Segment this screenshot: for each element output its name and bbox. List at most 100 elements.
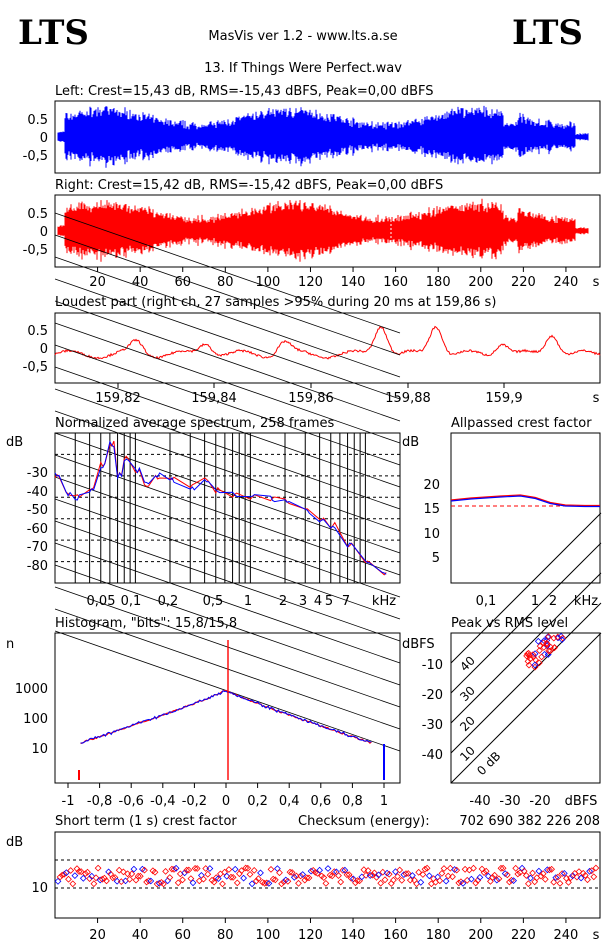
- sc-xtick-6: 140: [341, 928, 366, 943]
- spectrum-title: Normalized average spectrum, 258 frames: [55, 416, 334, 431]
- histogram-x-ticks: -1 -0,8 -0,6 -0,4 -0,2 0 0,2 0,4 0,6 0,8 1: [62, 783, 388, 809]
- loudest-xtick-3: 159,88: [385, 391, 431, 406]
- pr-ytick-2: -30: [422, 718, 443, 733]
- loudest-xtick-4: 159,9: [485, 391, 522, 406]
- hist-ytick-2: 10: [31, 742, 48, 757]
- loudest-ytick-1: 0: [40, 342, 48, 357]
- file-title: 13. If Things Were Perfect.wav: [204, 61, 402, 76]
- spec-ytick-3: -60: [27, 522, 48, 537]
- shortcrest-ylabel: dB: [6, 835, 23, 850]
- pr-xtick-1: -30: [499, 794, 520, 809]
- pr-xtick-2: -20: [529, 794, 550, 809]
- spec-xtick-2: 0,2: [158, 594, 179, 609]
- loudest-xtick-1: 159,84: [191, 391, 237, 406]
- waveform-xtick-4: 100: [255, 275, 280, 290]
- pr-diag-label-1: 30: [457, 683, 478, 704]
- spec-x-unit: kHz: [372, 594, 396, 609]
- sc-xtick-3: 80: [217, 928, 234, 943]
- waveform-x-unit: s: [593, 275, 600, 290]
- allpassed-title: Allpassed crest factor: [451, 416, 592, 431]
- pr-diag-label-2: 20: [457, 713, 478, 734]
- shortcrest-points: [54, 864, 600, 888]
- shortcrest-title: Short term (1 s) crest factor: [55, 814, 237, 829]
- left-title: Left: Crest=15,43 dB, RMS=-15,43 dBFS, P…: [55, 84, 434, 99]
- spec-xtick-9: 7: [342, 594, 350, 609]
- spectrum-panel: dB -30 -40 -50 -60 -70 -80 0,05 0,1 0,2 …: [6, 212, 401, 752]
- waveform-xtick-5: 120: [298, 275, 323, 290]
- app-title: MasVis ver 1.2 - www.lts.a.se: [208, 29, 397, 44]
- pr-x-unit: dBFS: [565, 794, 598, 809]
- left-ytick-1: 0: [40, 131, 48, 146]
- crest-x-unit: kHz: [574, 594, 598, 609]
- waveform-xtick-8: 180: [426, 275, 451, 290]
- pr-diag-label-4: 0 dB: [474, 749, 503, 778]
- loudest-xtick-0: 159,82: [95, 391, 141, 406]
- spec-ytick-5: -80: [27, 559, 48, 574]
- logo-left: LTS: [18, 13, 89, 53]
- sc-xtick-7: 160: [383, 928, 408, 943]
- right-ytick-1: 0: [40, 225, 48, 240]
- crest-xtick-1: 1: [531, 594, 539, 609]
- crest-right-line: [450, 494, 600, 507]
- waveform-x-ticks: 20 40 60 80 100 120 140 160 180 200 220 240: [89, 267, 578, 290]
- pr-xtick-0: -40: [469, 794, 490, 809]
- loudest-xtick-2: 159,86: [288, 391, 334, 406]
- sc-xtick-0: 20: [89, 928, 106, 943]
- waveform-xtick-3: 80: [217, 275, 234, 290]
- loudest-part-panel: 0.5 0 -0,5 159,82 159,84 159,86 159,88 1…: [23, 312, 601, 406]
- crest-left-line: [450, 495, 600, 508]
- pr-ytick-1: -20: [422, 688, 443, 703]
- crest-ytick-2: 10: [423, 527, 440, 542]
- spec-ytick-2: -50: [27, 503, 48, 518]
- hist-ytick-0: 1000: [15, 682, 48, 697]
- hist-xtick-8: 0,6: [310, 794, 331, 809]
- allpassed-panel: dB 20 15 10 5 0,1 1 2 kHz: [402, 432, 601, 609]
- spectrum-ylabel: dB: [6, 435, 23, 450]
- waveform-xtick-2: 60: [174, 275, 191, 290]
- checksum-value: 702 690 382 226 208: [459, 814, 600, 829]
- spec-xtick-1: 0,1: [121, 594, 142, 609]
- waveform-xtick-6: 140: [341, 275, 366, 290]
- checksum-label: Checksum (energy):: [298, 814, 430, 829]
- spec-ytick-0: -30: [27, 466, 48, 481]
- sc-ytick-0: 10: [31, 881, 48, 896]
- waveform-xtick-9: 200: [468, 275, 493, 290]
- hist-xtick-5: 0: [222, 794, 230, 809]
- spec-xtick-0: 0,05: [87, 594, 116, 609]
- right-waveform: [57, 198, 589, 262]
- right-waveform-panel: 0.5 0 -0,5 20 40 60 80 100 120 140 160 180 200 220…: [23, 194, 601, 290]
- sc-xtick-9: 200: [468, 928, 493, 943]
- hist-xtick-9: 0,8: [342, 794, 363, 809]
- loudest-waveform: [54, 325, 601, 360]
- spec-xtick-8: 5: [325, 594, 333, 609]
- spectrum-right-line: [54, 440, 387, 576]
- sc-xtick-4: 100: [255, 928, 280, 943]
- peakrms-points: [523, 632, 567, 671]
- crest-xtick-0: 0,1: [476, 594, 497, 609]
- loudest-x-unit: s: [593, 391, 600, 406]
- left-ytick-0: 0.5: [27, 113, 48, 128]
- spec-xtick-3: 0,5: [203, 594, 224, 609]
- sc-xtick-2: 60: [174, 928, 191, 943]
- shortcrest-x-unit: s: [593, 928, 600, 943]
- loudest-ytick-2: -0,5: [23, 360, 48, 375]
- spec-ytick-1: -40: [27, 485, 48, 500]
- histogram-panel: n 1000 100 10 -1 -0,8 -0,6 -0,4 -0,2 0 0,2 0,4 0…: [6, 632, 401, 809]
- crest-xtick-2: 2: [549, 594, 557, 609]
- hist-xtick-2: -0,6: [119, 794, 144, 809]
- crest-ytick-0: 20: [423, 478, 440, 493]
- histogram-right-line: [80, 689, 372, 745]
- pr-diag-label-3: 10: [457, 743, 478, 764]
- sc-xtick-8: 180: [426, 928, 451, 943]
- pr-ytick-3: -40: [422, 748, 443, 763]
- waveform-xtick-1: 40: [132, 275, 149, 290]
- loudest-ytick-0: 0.5: [27, 324, 48, 339]
- waveform-xtick-0: 20: [89, 275, 106, 290]
- hist-ytick-1: 100: [23, 712, 48, 727]
- crest-ytick-1: 15: [423, 502, 440, 517]
- hist-xtick-4: -0,2: [182, 794, 207, 809]
- pr-diag-label-0: 40: [457, 653, 478, 674]
- right-title: Right: Crest=15,42 dB, RMS=-15,42 dBFS, …: [55, 178, 443, 193]
- left-ytick-2: -0,5: [23, 149, 48, 164]
